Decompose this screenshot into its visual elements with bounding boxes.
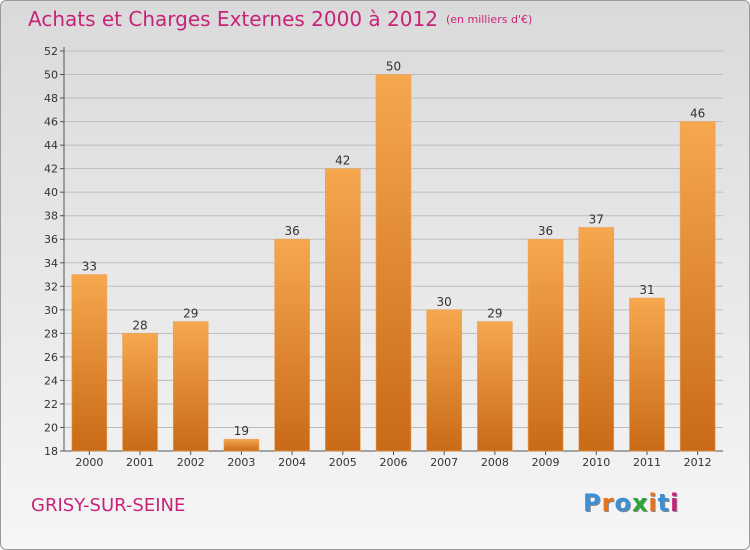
x-tick-label-2007: 2007 bbox=[430, 456, 458, 469]
chart-subtitle: (en milliers d'€) bbox=[445, 13, 533, 26]
y-tick-label: 50 bbox=[44, 69, 58, 82]
value-label-2010: 37 bbox=[589, 212, 604, 226]
x-tick-label-2010: 2010 bbox=[582, 456, 610, 469]
y-tick-label: 36 bbox=[44, 233, 58, 246]
x-tick-label-2012: 2012 bbox=[684, 456, 712, 469]
y-tick-label: 22 bbox=[44, 398, 58, 411]
value-label-2012: 46 bbox=[690, 107, 705, 121]
chart-title-text: Achats et Charges Externes 2000 à 2012 bbox=[28, 7, 438, 31]
y-tick-label: 32 bbox=[44, 280, 58, 293]
value-label-2000: 33 bbox=[82, 260, 97, 274]
proxiti-logo[interactable]: Proxiti bbox=[583, 489, 679, 517]
bar-2008 bbox=[477, 321, 513, 452]
y-tick-label: 34 bbox=[44, 257, 58, 270]
value-label-2005: 42 bbox=[335, 154, 350, 168]
y-tick-label: 38 bbox=[44, 210, 58, 223]
bar-2001 bbox=[122, 333, 158, 452]
bar-2004 bbox=[274, 238, 310, 452]
bar-2006 bbox=[375, 74, 412, 452]
logo-letter: i bbox=[648, 489, 658, 517]
value-label-2007: 30 bbox=[437, 295, 452, 309]
x-tick-label-2006: 2006 bbox=[380, 456, 408, 469]
chart-title: Achats et Charges Externes 2000 à 2012 (e… bbox=[28, 7, 532, 31]
bar-2011 bbox=[629, 297, 665, 452]
value-label-2009: 36 bbox=[538, 224, 553, 238]
bar-2002 bbox=[172, 321, 209, 452]
logo-letter: r bbox=[601, 489, 615, 517]
y-tick-label: 18 bbox=[44, 445, 58, 458]
bar-2012 bbox=[679, 121, 716, 452]
bar-2005 bbox=[325, 168, 361, 452]
x-tick-label-2002: 2002 bbox=[177, 456, 205, 469]
bar-2007 bbox=[426, 309, 462, 452]
bars bbox=[71, 74, 716, 452]
value-label-2003: 19 bbox=[234, 424, 249, 438]
y-tick-label: 26 bbox=[44, 351, 58, 364]
value-label-2006: 50 bbox=[386, 60, 401, 74]
commune-name: GRISY-SUR-SEINE bbox=[31, 495, 186, 516]
logo-letter: t bbox=[657, 489, 671, 517]
logo-letter: o bbox=[614, 489, 632, 517]
y-tick-label: 30 bbox=[44, 304, 58, 317]
x-tick-label-2009: 2009 bbox=[532, 456, 560, 469]
x-tick-label-2000: 2000 bbox=[75, 456, 103, 469]
value-label-2002: 29 bbox=[183, 307, 198, 321]
bar-2000 bbox=[71, 274, 108, 452]
y-tick-label: 46 bbox=[44, 116, 58, 129]
y-tick-label: 28 bbox=[44, 327, 58, 340]
x-tick-label-2004: 2004 bbox=[278, 456, 306, 469]
value-label-2001: 28 bbox=[132, 318, 147, 332]
logo-letter: i bbox=[670, 489, 680, 517]
y-tick-label: 20 bbox=[44, 421, 58, 434]
x-tick-label-2003: 2003 bbox=[227, 456, 255, 469]
bar-2010 bbox=[578, 227, 615, 452]
x-tick-label-2001: 2001 bbox=[126, 456, 154, 469]
labels: 18 20 22 24 26 28 30 32 34 36 38 40 42 44 46 48 50 52 33 20… bbox=[44, 45, 712, 469]
x-tick-label-2008: 2008 bbox=[481, 456, 509, 469]
y-tick-label: 44 bbox=[44, 139, 58, 152]
x-tick-label-2011: 2011 bbox=[633, 456, 661, 469]
y-tick-label: 48 bbox=[44, 92, 58, 105]
y-tick-label: 52 bbox=[44, 45, 58, 58]
value-label-2008: 29 bbox=[487, 307, 502, 321]
y-tick-label: 40 bbox=[44, 186, 58, 199]
y-tick-label: 24 bbox=[44, 374, 58, 387]
bar-2009 bbox=[527, 238, 564, 452]
x-tick-label-2005: 2005 bbox=[329, 456, 357, 469]
value-label-2011: 31 bbox=[639, 283, 654, 297]
logo-letter: P bbox=[583, 489, 602, 517]
logo-letter: x bbox=[631, 489, 649, 517]
value-label-2004: 36 bbox=[284, 224, 299, 238]
bar-2003 bbox=[223, 438, 260, 452]
y-tick-label: 42 bbox=[44, 163, 58, 176]
